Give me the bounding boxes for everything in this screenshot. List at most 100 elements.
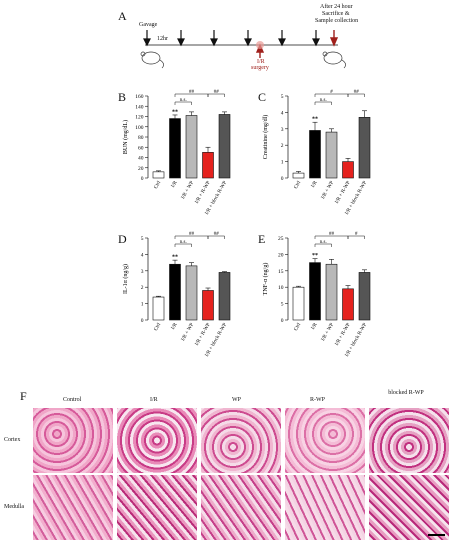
bar xyxy=(202,290,214,321)
bar xyxy=(342,288,354,321)
mouse-right-icon xyxy=(322,51,346,69)
y-tick-label: 80 xyxy=(138,135,144,141)
col-label-ir: I/R xyxy=(150,397,158,403)
y-tick-label: 5 xyxy=(141,236,144,242)
mouse-left-icon xyxy=(140,51,164,69)
bar xyxy=(358,117,371,179)
creatinine-chart: 0 1 2 3 4 5 Creatinine (mg/dl) Ctrl ** I/R I/R + W… xyxy=(262,90,371,216)
histology-medulla-control xyxy=(32,474,114,541)
bar xyxy=(185,115,198,179)
after-label-3: Sample collection xyxy=(315,18,359,24)
significance-marker: ** xyxy=(312,253,318,259)
comparison-label: n.s. xyxy=(180,98,187,103)
histology-medulla-blocked-rwp xyxy=(368,474,450,541)
comparison-label: ## xyxy=(214,232,220,237)
histology-cortex-ir xyxy=(116,407,198,474)
bar xyxy=(169,118,181,179)
y-tick-label: 3 xyxy=(281,127,284,133)
bar xyxy=(218,272,231,321)
y-tick-label: 1 xyxy=(141,302,144,308)
timeline-diagram xyxy=(140,30,346,69)
category-label: I/R + R-WP xyxy=(334,322,352,347)
after-label-1: After 24 hour xyxy=(320,4,353,10)
y-tick-label: 20 xyxy=(278,252,284,258)
category-label: Ctrl xyxy=(153,322,163,332)
bar xyxy=(152,171,165,179)
y-tick-label: 160 xyxy=(135,94,144,100)
significance-marker: ** xyxy=(172,255,178,261)
panel-label-b: B xyxy=(118,90,127,104)
bar xyxy=(358,272,371,321)
y-tick-label: 140 xyxy=(135,104,144,110)
comparison-label: # xyxy=(330,90,333,95)
panel-label-f: F xyxy=(20,389,27,403)
histology-cortex-control xyxy=(32,407,114,474)
bar xyxy=(185,265,198,321)
comparison-label: # xyxy=(355,232,358,237)
histology-cortex-rwp xyxy=(284,407,366,474)
category-label: Ctrl xyxy=(293,180,303,190)
y-tick-label: 0 xyxy=(281,318,284,324)
bar xyxy=(152,296,165,321)
y-tick-label: 60 xyxy=(138,145,144,151)
significance-marker: ** xyxy=(172,109,178,115)
tnfa-chart: 0 5 10 15 20 25 TNF-α (ng/g) Ctrl ** I/R I/R + WPI… xyxy=(262,232,371,358)
histology-medulla-rwp xyxy=(284,474,366,541)
after-label-2: Sacrifice & xyxy=(322,11,350,17)
comparison-bracket xyxy=(174,243,192,247)
category-label: Ctrl xyxy=(293,322,303,332)
ir-label-1: I/R xyxy=(257,59,265,65)
y-axis-label: IL-1α (ng/g) xyxy=(122,264,129,294)
category-label: I/R + R-WP xyxy=(194,180,212,205)
y-tick-label: 25 xyxy=(278,236,284,242)
category-label: I/R + R-WP xyxy=(334,180,352,205)
bar xyxy=(309,262,321,321)
comparison-bracket xyxy=(347,93,365,97)
y-tick-label: 5 xyxy=(281,94,284,100)
y-tick-label: 20 xyxy=(138,166,144,172)
histology-cortex-blocked-rwp xyxy=(368,407,450,474)
bar xyxy=(292,286,305,321)
comparison-bracket xyxy=(207,235,225,239)
y-tick-label: 40 xyxy=(138,156,144,162)
category-label: I/R + WP xyxy=(320,180,335,200)
category-label: I/R + WP xyxy=(180,180,195,200)
category-label: I/R + WP xyxy=(180,322,195,342)
y-tick-label: 5 xyxy=(281,302,284,308)
comparison-label: ## xyxy=(329,232,335,237)
category-label: I/R + WP xyxy=(320,322,335,342)
bar xyxy=(218,114,231,179)
histology-medulla-wp xyxy=(200,474,282,541)
comparison-label: ## xyxy=(354,90,360,95)
y-axis-label: Creatinine (mg/dl) xyxy=(262,115,269,160)
interval-label: 12hr xyxy=(157,36,168,42)
category-label: I/R + R-WP xyxy=(194,322,212,347)
bar xyxy=(325,131,338,179)
comparison-label: ## xyxy=(189,90,195,95)
y-tick-label: 0 xyxy=(141,176,144,182)
y-tick-label: 120 xyxy=(135,115,144,121)
category-label: I/R xyxy=(310,322,319,331)
bar xyxy=(342,161,354,179)
y-tick-label: 0 xyxy=(281,176,284,182)
gavage-label: Gavage xyxy=(139,22,158,28)
bar xyxy=(169,263,181,321)
panel-label-d: D xyxy=(118,232,127,246)
comparison-bracket xyxy=(207,93,225,97)
bar xyxy=(292,172,305,179)
comparison-bracket xyxy=(174,101,192,105)
y-tick-label: 0 xyxy=(141,318,144,324)
y-tick-label: 10 xyxy=(278,285,284,291)
comparison-label: ## xyxy=(214,90,220,95)
y-tick-label: 2 xyxy=(141,285,144,291)
y-tick-label: 2 xyxy=(281,143,284,149)
bar xyxy=(309,130,321,179)
y-axis-label: TNF-α (ng/g) xyxy=(262,263,269,296)
comparison-bracket xyxy=(314,101,332,105)
y-axis-label: BUN (mg/dL) xyxy=(122,120,129,154)
comparison-label: ## xyxy=(189,232,195,237)
category-label: I/R xyxy=(170,322,179,331)
row-label-medulla: Medulla xyxy=(4,504,24,510)
panel-label-a: A xyxy=(118,9,127,23)
panel-label-c: C xyxy=(258,90,267,104)
